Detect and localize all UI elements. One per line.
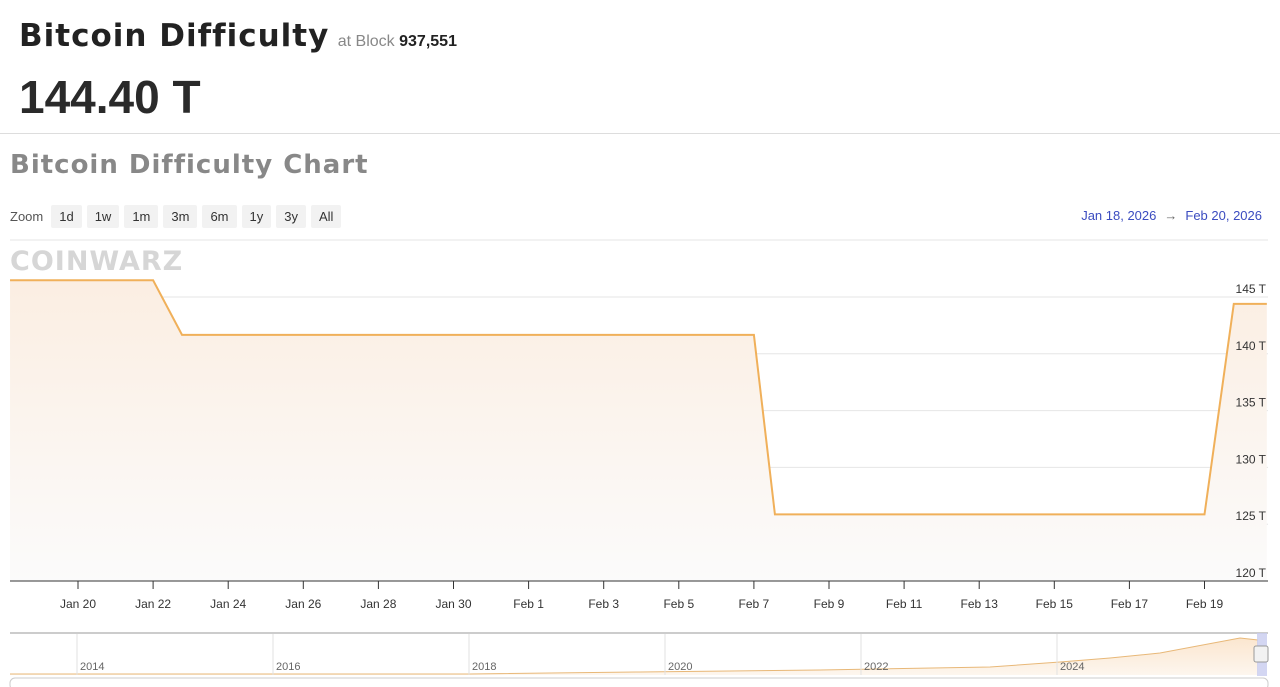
navigator-scrollbar[interactable] (9, 677, 1269, 687)
page-title: Bitcoin Difficulty (19, 18, 330, 54)
at-block-label: at Block (337, 33, 395, 50)
zoom-bar: Zoom 1d 1w 1m 3m 6m 1y 3y All (10, 205, 342, 228)
navigator-series (10, 637, 1259, 675)
zoom-6m-button[interactable]: 6m (202, 205, 237, 228)
y-tick-label: 140 T (1236, 339, 1267, 353)
navigator-tick-label: 2018 (472, 661, 496, 673)
y-tick-label: 145 T (1236, 282, 1267, 296)
x-tick-label: Jan 30 (435, 597, 471, 611)
zoom-1d-button[interactable]: 1d (51, 205, 82, 228)
zoom-1w-button[interactable]: 1w (86, 205, 120, 228)
x-tick-label: Feb 5 (663, 597, 694, 611)
navigator-tick-label: 2022 (864, 661, 888, 673)
x-tick-label: Feb 15 (1036, 597, 1074, 611)
range-from-input[interactable]: Jan 18, 2026 (1081, 208, 1157, 223)
divider (0, 133, 1280, 134)
x-tick-label: Jan 22 (135, 597, 171, 611)
navigator-handle[interactable] (1253, 645, 1269, 663)
navigator-tick-label: 2024 (1060, 661, 1084, 673)
difficulty-value: 144.40 T (19, 71, 201, 123)
x-tick-label: Jan 24 (210, 597, 246, 611)
arrow-right-icon: → (1164, 208, 1178, 223)
block-number: 937,551 (399, 33, 457, 50)
y-tick-label: 125 T (1236, 509, 1267, 523)
zoom-3y-button[interactable]: 3y (276, 205, 306, 228)
chart-title: Bitcoin Difficulty Chart (10, 150, 369, 180)
x-tick-label: Feb 13 (961, 597, 999, 611)
navigator-area (10, 638, 1258, 675)
x-tick-label: Jan 26 (285, 597, 321, 611)
x-tick-label: Jan 20 (60, 597, 96, 611)
y-tick-label: 135 T (1236, 396, 1267, 410)
series-area (10, 280, 1267, 581)
series-line (10, 279, 1267, 516)
x-tick-label: Feb 17 (1111, 597, 1149, 611)
x-tick-label: Feb 19 (1186, 597, 1224, 611)
coinwarz-watermark: COINWARZ (10, 246, 183, 277)
zoom-3m-button[interactable]: 3m (163, 205, 198, 228)
x-tick-label: Feb 7 (739, 597, 770, 611)
navigator-tick-label: 2014 (80, 661, 104, 673)
zoom-all-button[interactable]: All (310, 205, 342, 228)
range-to-input[interactable]: Feb 20, 2026 (1185, 208, 1262, 223)
zoom-label: Zoom (10, 209, 44, 224)
x-tick-label: Feb 1 (513, 597, 544, 611)
x-tick-label: Feb 9 (814, 597, 845, 611)
zoom-1m-button[interactable]: 1m (124, 205, 159, 228)
x-tick-label: Feb 3 (588, 597, 619, 611)
navigator-tick-label: 2016 (276, 661, 300, 673)
navigator-tick-label: 2020 (668, 661, 692, 673)
zoom-1y-button[interactable]: 1y (241, 205, 272, 228)
y-tick-label: 120 T (1236, 566, 1267, 580)
date-range: Jan 18, 2026 → Feb 20, 2026 (1081, 208, 1262, 223)
header: Bitcoin Difficulty at Block 937,551 (19, 18, 457, 54)
y-tick-label: 130 T (1236, 452, 1267, 466)
x-tick-label: Jan 28 (360, 597, 396, 611)
x-tick-label: Feb 11 (886, 597, 923, 611)
